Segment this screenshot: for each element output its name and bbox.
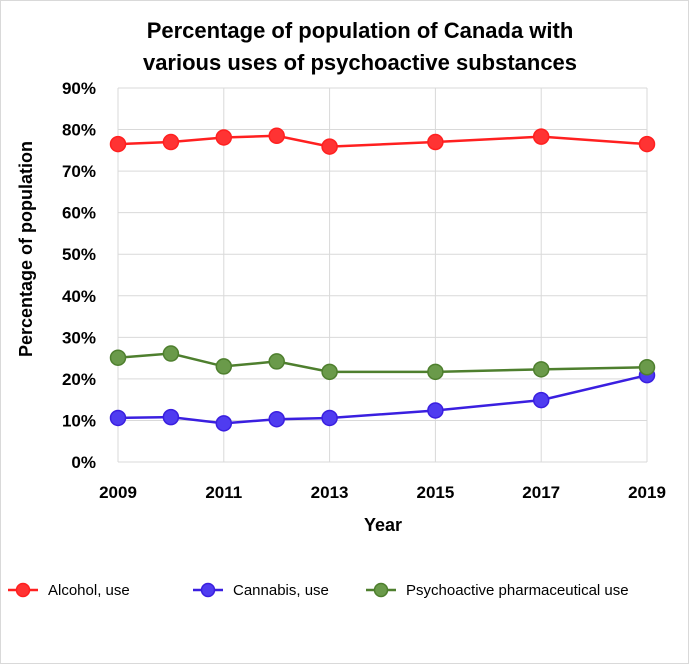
legend: Alcohol, use Cannabis, use Psychoactive ph…	[8, 582, 629, 599]
data-point	[532, 128, 550, 145]
legend-item: Alcohol, use	[8, 582, 130, 599]
legend-marker	[373, 582, 389, 598]
data-point	[427, 363, 444, 381]
data-point	[321, 138, 338, 155]
data-point	[215, 415, 233, 432]
series-line	[117, 134, 648, 148]
data-point	[321, 409, 338, 427]
x-tick-label: 2013	[311, 483, 349, 502]
series-1	[109, 127, 656, 155]
y-tick-label: 10%	[62, 411, 96, 430]
y-tick-label: 80%	[62, 121, 96, 140]
data-point	[109, 349, 127, 366]
data-series	[109, 127, 656, 432]
chart-title-line-2: various uses of psychoactive substances	[143, 50, 577, 75]
data-point	[109, 135, 127, 153]
y-tick-label: 30%	[62, 328, 96, 347]
x-tick-label: 2009	[99, 483, 137, 502]
y-tick-label: 50%	[62, 245, 96, 264]
data-point	[321, 363, 338, 381]
data-point	[268, 410, 285, 428]
y-tick-label: 0%	[71, 453, 96, 472]
y-axis-label: Percentage of population	[16, 141, 36, 357]
x-axis-label: Year	[364, 515, 402, 535]
data-point	[427, 402, 444, 419]
legend-item: Cannabis, use	[193, 582, 329, 599]
y-tick-label: 40%	[62, 287, 96, 306]
data-point	[638, 359, 656, 376]
x-axis-ticks: 2009 2011 2013 2015 2017 2019	[99, 483, 666, 502]
legend-marker	[200, 582, 216, 598]
x-tick-label: 2017	[522, 483, 560, 502]
data-point	[162, 133, 180, 151]
x-tick-label: 2019	[628, 483, 666, 502]
series-3	[109, 345, 656, 381]
data-point	[268, 353, 285, 370]
chart-title-line-1: Percentage of population of Canada with	[147, 18, 574, 43]
series-2	[109, 366, 656, 432]
series-line	[117, 352, 648, 374]
y-axis-ticks: 0% 10% 20% 30% 40% 50% 60% 70% 80% 90%	[62, 79, 96, 472]
data-point	[162, 345, 180, 362]
y-tick-label: 60%	[62, 204, 96, 223]
data-point	[532, 361, 550, 378]
data-point	[109, 409, 127, 427]
data-point	[215, 129, 233, 146]
data-point	[162, 408, 180, 426]
y-tick-label: 90%	[62, 79, 96, 98]
y-tick-label: 70%	[62, 162, 96, 181]
x-tick-label: 2011	[205, 483, 242, 502]
legend-label: Psychoactive pharmaceutical use	[406, 582, 629, 599]
series-line	[117, 373, 648, 425]
data-point	[427, 133, 444, 151]
data-point	[268, 127, 285, 145]
legend-label: Alcohol, use	[48, 582, 130, 599]
data-point	[532, 391, 550, 409]
legend-label: Cannabis, use	[233, 582, 329, 599]
x-tick-label: 2015	[416, 483, 454, 502]
data-point	[215, 358, 233, 375]
y-tick-label: 20%	[62, 370, 96, 389]
legend-marker	[15, 582, 31, 598]
data-point	[638, 135, 656, 153]
legend-item: Psychoactive pharmaceutical use	[366, 582, 629, 599]
